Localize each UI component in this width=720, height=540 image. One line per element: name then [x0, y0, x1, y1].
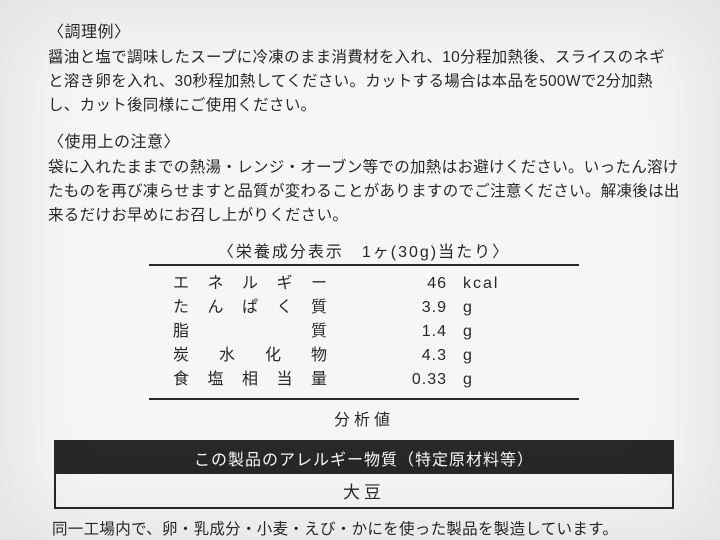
nutri-unit: g — [459, 368, 539, 392]
table-row: 炭 水 化 物 4.3 g — [149, 344, 579, 368]
table-row: 脂 質 1.4 g — [149, 320, 579, 344]
table-row: 食塩相当量 0.33 g — [149, 368, 579, 392]
nutri-unit: g — [459, 320, 539, 344]
caution-title: 〈使用上の注意〉 — [48, 128, 680, 152]
nutri-unit: kcal — [459, 272, 539, 296]
nutri-label: 食塩相当量 — [149, 368, 329, 392]
nutri-value: 4.3 — [329, 344, 459, 368]
allergy-body: 大豆 — [56, 474, 672, 507]
nutrition-table: エネルギー 46 kcal たんぱく質 3.9 g 脂 質 1.4 g 炭 水 … — [149, 264, 579, 400]
allergy-header: この製品のアレルギー物質（特定原材料等） — [56, 442, 672, 474]
cooking-section: 〈調理例〉 醤油と塩で調味したスープに冷凍のまま消費材を入れ、10分程加熱後、ス… — [48, 18, 680, 118]
factory-note: 同一工場内で、卵・乳成分・小麦・えび・かにを使った製品を製造しています。 — [48, 517, 680, 539]
cooking-title: 〈調理例〉 — [48, 18, 680, 42]
analysis-note: 分析値 — [48, 406, 680, 430]
nutri-value: 0.33 — [329, 368, 459, 392]
nutri-value: 1.4 — [329, 320, 459, 344]
nutri-label: たんぱく質 — [149, 296, 329, 320]
cooking-text: 醤油と塩で調味したスープに冷凍のまま消費材を入れ、10分程加熱後、スライスのネギ… — [48, 46, 680, 118]
nutri-unit: g — [459, 296, 539, 320]
nutri-value: 3.9 — [329, 296, 459, 320]
caution-text: 袋に入れたままでの熱湯・レンジ・オーブン等での加熱はお避けください。いったん溶け… — [48, 156, 680, 228]
nutri-label: 炭 水 化 物 — [149, 344, 329, 368]
table-row: エネルギー 46 kcal — [149, 272, 579, 296]
nutrition-header: 〈栄養成分表示 1ヶ(30g)当たり〉 — [48, 238, 680, 262]
allergy-box: この製品のアレルギー物質（特定原材料等） 大豆 — [54, 440, 674, 509]
caution-section: 〈使用上の注意〉 袋に入れたままでの熱湯・レンジ・オーブン等での加熱はお避けくだ… — [48, 128, 680, 228]
table-row: たんぱく質 3.9 g — [149, 296, 579, 320]
nutri-unit: g — [459, 344, 539, 368]
nutri-label: 脂 質 — [149, 320, 329, 344]
nutri-value: 46 — [329, 272, 459, 296]
nutri-label: エネルギー — [149, 272, 329, 296]
nutrition-section: 〈栄養成分表示 1ヶ(30g)当たり〉 エネルギー 46 kcal たんぱく質 … — [48, 238, 680, 430]
